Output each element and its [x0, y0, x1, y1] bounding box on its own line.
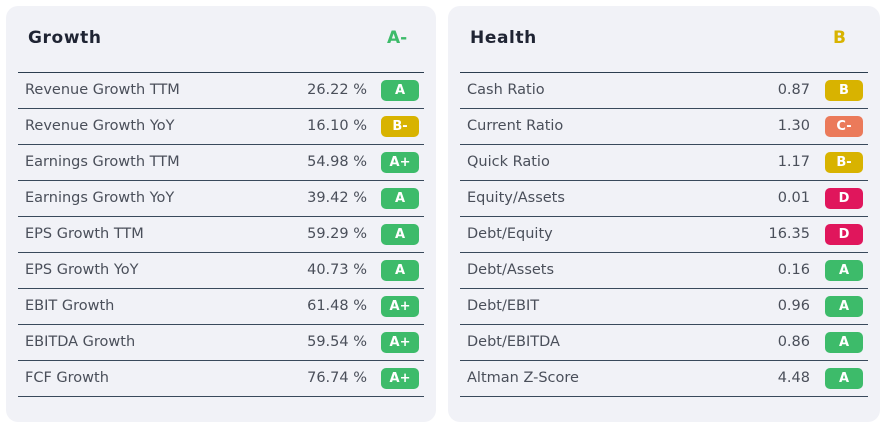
- metric-value: 59.29 %: [307, 226, 367, 242]
- grade-badge: A+: [381, 152, 419, 173]
- growth-overall-grade: A-: [387, 28, 408, 48]
- metric-value: 59.54 %: [307, 334, 367, 350]
- metric-label: Cash Ratio: [467, 82, 545, 98]
- table-row: EBITDA Growth 59.54 % A+: [18, 325, 424, 361]
- metric-value: 4.48: [777, 370, 810, 386]
- metric-label: EPS Growth YoY: [25, 262, 139, 278]
- metric-label: Debt/EBIT: [467, 298, 540, 314]
- table-row: Debt/Equity 16.35 D: [460, 217, 868, 253]
- table-row: Revenue Growth YoY 16.10 % B-: [18, 109, 424, 145]
- metric-value: 61.48 %: [307, 298, 367, 314]
- metric-label: Debt/Assets: [467, 262, 555, 278]
- metric-value: 0.96: [777, 298, 810, 314]
- grade-badge: D: [825, 224, 863, 245]
- table-row: Earnings Growth TTM 54.98 % A+: [18, 145, 424, 181]
- health-title: Health: [470, 28, 537, 48]
- metric-value: 1.17: [777, 154, 810, 170]
- metric-label: Earnings Growth TTM: [25, 154, 180, 170]
- grade-badge: A: [825, 260, 863, 281]
- metric-label: EPS Growth TTM: [25, 226, 144, 242]
- health-header: Health B: [460, 28, 868, 56]
- table-row: FCF Growth 76.74 % A+: [18, 361, 424, 397]
- metric-label: Altman Z-Score: [467, 370, 579, 386]
- grade-badge: A: [381, 80, 419, 101]
- metric-label: Debt/EBITDA: [467, 334, 560, 350]
- table-row: Current Ratio 1.30 C-: [460, 109, 868, 145]
- metric-label: Revenue Growth TTM: [25, 82, 180, 98]
- metric-value: 0.87: [777, 82, 810, 98]
- metric-value: 0.01: [777, 190, 810, 206]
- metric-label: Quick Ratio: [467, 154, 550, 170]
- grade-badge: A+: [381, 332, 419, 353]
- metric-value: 76.74 %: [307, 370, 367, 386]
- health-table: Cash Ratio 0.87 B Current Ratio 1.30 C- …: [460, 72, 868, 397]
- grade-badge: A+: [381, 296, 419, 317]
- table-row: Debt/EBITDA 0.86 A: [460, 325, 868, 361]
- grade-badge: A: [825, 332, 863, 353]
- metric-label: Earnings Growth YoY: [25, 190, 175, 206]
- grade-badge: A: [381, 188, 419, 209]
- metric-label: FCF Growth: [25, 370, 109, 386]
- table-row: EBIT Growth 61.48 % A+: [18, 289, 424, 325]
- metric-value: 0.16: [777, 262, 810, 278]
- metric-value: 54.98 %: [307, 154, 367, 170]
- metric-label: EBITDA Growth: [25, 334, 136, 350]
- grade-badge: A: [825, 296, 863, 317]
- grade-badge: A+: [381, 368, 419, 389]
- grade-badge: B: [825, 80, 863, 101]
- grade-badge: C-: [825, 116, 863, 137]
- table-row: Debt/Assets 0.16 A: [460, 253, 868, 289]
- health-panel: Health B Cash Ratio 0.87 B Current Ratio…: [448, 6, 880, 422]
- grade-badge: B-: [825, 152, 863, 173]
- table-row: Earnings Growth YoY 39.42 % A: [18, 181, 424, 217]
- metric-value: 16.35: [768, 226, 810, 242]
- table-row: Altman Z-Score 4.48 A: [460, 361, 868, 397]
- table-row: Quick Ratio 1.17 B-: [460, 145, 868, 181]
- grade-badge: A: [381, 260, 419, 281]
- table-row: Revenue Growth TTM 26.22 % A: [18, 73, 424, 109]
- grade-badge: B-: [381, 116, 419, 137]
- health-overall-grade: B: [833, 28, 846, 48]
- table-row: Equity/Assets 0.01 D: [460, 181, 868, 217]
- table-row: Cash Ratio 0.87 B: [460, 73, 868, 109]
- table-row: Debt/EBIT 0.96 A: [460, 289, 868, 325]
- metric-label: EBIT Growth: [25, 298, 115, 314]
- metric-value: 40.73 %: [307, 262, 367, 278]
- metric-value: 39.42 %: [307, 190, 367, 206]
- metric-value: 0.86: [777, 334, 810, 350]
- growth-header: Growth A-: [18, 28, 424, 56]
- grade-badge: A: [381, 224, 419, 245]
- metric-label: Debt/Equity: [467, 226, 553, 242]
- growth-panel: Growth A- Revenue Growth TTM 26.22 % A R…: [6, 6, 436, 422]
- metric-label: Equity/Assets: [467, 190, 565, 206]
- growth-title: Growth: [28, 28, 102, 48]
- growth-table: Revenue Growth TTM 26.22 % A Revenue Gro…: [18, 72, 424, 397]
- metric-label: Revenue Growth YoY: [25, 118, 175, 134]
- metric-label: Current Ratio: [467, 118, 564, 134]
- table-row: EPS Growth YoY 40.73 % A: [18, 253, 424, 289]
- table-row: EPS Growth TTM 59.29 % A: [18, 217, 424, 253]
- grade-badge: D: [825, 188, 863, 209]
- metric-value: 1.30: [777, 118, 810, 134]
- metric-value: 26.22 %: [307, 82, 367, 98]
- metric-value: 16.10 %: [307, 118, 367, 134]
- grade-badge: A: [825, 368, 863, 389]
